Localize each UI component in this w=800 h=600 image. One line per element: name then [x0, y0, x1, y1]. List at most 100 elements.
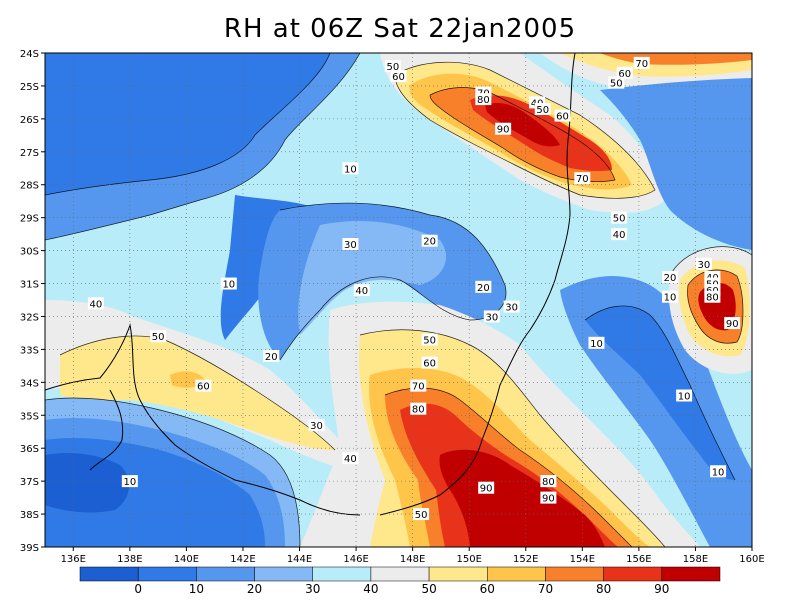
- contour-label-bg: [342, 162, 359, 175]
- contour-label: 20: [475, 280, 492, 294]
- x-axis-ticks: 136E 138E 140E 142E 144E 146E 148E 150E 152E 154E…: [61, 547, 765, 565]
- contour-label-text: 70: [412, 382, 425, 393]
- y-tick-label: 37S: [20, 477, 39, 488]
- x-tick-label: 154E: [570, 554, 595, 565]
- contour-label-text: 40: [613, 230, 626, 241]
- colorbar-swatch: [312, 566, 372, 582]
- contour-line-w2: [45, 53, 361, 241]
- contour-label: 70: [574, 172, 591, 185]
- west-dry-10: [45, 53, 330, 195]
- contour-label-bg: [483, 310, 500, 323]
- colorbar-swatch: [661, 566, 721, 582]
- contour-label-text: 40: [90, 299, 103, 310]
- y-tick-label: 31S: [20, 280, 39, 291]
- contour-label-bg: [724, 317, 741, 330]
- y-tick-label: 39S: [20, 543, 39, 554]
- contour-label: 70: [633, 56, 650, 70]
- contour-label: 60: [421, 356, 438, 370]
- x-tick-label: 136E: [61, 554, 86, 565]
- contour-line-w1: [45, 53, 331, 196]
- contour-label: 60: [554, 109, 571, 123]
- contour-label: 10: [342, 162, 359, 175]
- x-tick-label: 156E: [626, 554, 651, 565]
- contour-label-text: 50: [386, 62, 399, 73]
- contour-label-bg: [503, 300, 520, 313]
- contour-label: 30: [503, 300, 520, 314]
- coastline: [45, 53, 576, 516]
- contour-label-text: 70: [576, 174, 589, 185]
- contour-label-bg: [308, 419, 325, 432]
- contour-label-text: 10: [664, 293, 677, 304]
- x-tick-label: 152E: [513, 554, 538, 565]
- x-tick-label: 158E: [683, 554, 708, 565]
- colorbar-swatch: [370, 566, 430, 582]
- contour-label: 50: [384, 60, 401, 73]
- contour-label-text: 30: [698, 260, 711, 271]
- contour-label: 30: [695, 257, 712, 271]
- contour-label-text: 70: [635, 59, 648, 70]
- colorbar-swatch: [603, 566, 663, 582]
- x-tick-label: 140E: [174, 554, 199, 565]
- contour-label-bg: [421, 234, 438, 247]
- contour-labels: 7060505060708040509060705040102030102040…: [87, 56, 741, 521]
- y-tick-label: 32S: [20, 312, 39, 323]
- contour-label-bg: [353, 284, 370, 297]
- contour-label-text: 30: [485, 312, 498, 323]
- contour-label: 10: [676, 389, 693, 403]
- sw-dry-0: [45, 453, 130, 513]
- y-tick-label: 34S: [20, 378, 39, 389]
- colorbar-tick-label: 0: [134, 582, 142, 596]
- y-tick-label: 27S: [20, 148, 39, 159]
- contour-label-text: 10: [590, 339, 603, 350]
- colorbar-tick-label: 80: [596, 582, 611, 596]
- contour-lines: [45, 53, 752, 547]
- contour-label: 40: [353, 284, 370, 297]
- contour-label: 50: [413, 508, 430, 521]
- n-90: [485, 103, 560, 147]
- colorbar-tick-label: 50: [421, 582, 436, 596]
- contour-line-e1: [584, 305, 736, 481]
- contour-label-text: 30: [344, 240, 357, 251]
- contour-label-text: 60: [197, 382, 210, 393]
- contour-label-text: 50: [423, 336, 436, 347]
- contour-label: 10: [710, 465, 727, 478]
- y-axis-ticks: 24S 25S 26S 27S 28S 29S 30S 31S 32S 33S 34S 35S 36S 3…: [20, 49, 45, 554]
- y-tick-label: 35S: [20, 411, 39, 422]
- colorbar-swatch: [196, 566, 255, 582]
- x-tick-label: 148E: [400, 554, 425, 565]
- chart-title: RH at 06Z Sat 22jan2005: [223, 14, 577, 44]
- contour-line-s3: [59, 335, 336, 451]
- contour-label-bg: [611, 211, 628, 224]
- contour-label: 50: [608, 76, 625, 90]
- x-tick-label: 146E: [343, 554, 368, 565]
- contour-line-e3: [687, 269, 744, 344]
- contour-line-c1: [279, 202, 507, 361]
- contour-label-bg: [633, 56, 650, 69]
- contour-label: 10: [661, 290, 678, 304]
- contour-label-text: 20: [423, 237, 436, 248]
- y-tick-label: 33S: [20, 345, 39, 356]
- contour-label: 20: [263, 349, 280, 363]
- colorbar-swatch: [487, 566, 546, 582]
- coastline-gulf: [89, 389, 124, 471]
- contour-label-text: 10: [712, 467, 725, 478]
- contour-label: 30: [342, 238, 359, 251]
- contour-label: 80: [540, 475, 557, 488]
- contour-label-text: 50: [613, 214, 626, 225]
- contour-label: 40: [611, 228, 628, 241]
- contour-label-bg: [574, 172, 591, 185]
- sw-50: [60, 335, 335, 450]
- contour-label: 80: [410, 402, 427, 416]
- colorbar-swatch: [428, 566, 488, 582]
- contour-label-text: 90: [726, 319, 739, 330]
- contour-label-bg: [661, 290, 678, 303]
- colorbar-tick-label: 10: [189, 582, 204, 596]
- colorbar-swatch: [545, 566, 604, 582]
- contour-label: 90: [724, 317, 741, 330]
- contour-label: 60: [390, 70, 407, 83]
- contour-label: 10: [121, 475, 138, 488]
- contour-label: 60: [616, 66, 633, 80]
- filled-contours: [45, 53, 752, 547]
- contour-label: 60: [195, 379, 212, 393]
- contour-label-text: 60: [556, 112, 569, 123]
